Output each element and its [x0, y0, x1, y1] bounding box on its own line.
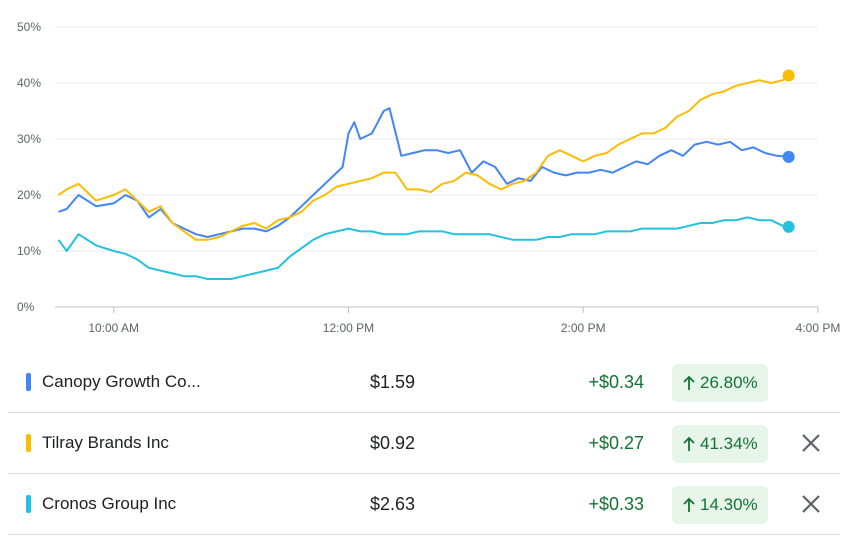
percent-change-value: 26.80% — [700, 373, 758, 392]
series-line — [57, 74, 790, 241]
x-tick-label: 4:00 PM — [796, 321, 841, 335]
percent-change-badge: 41.34% — [672, 425, 768, 463]
percent-change-badge: 26.80% — [672, 364, 768, 402]
x-tick-label: 12:00 PM — [323, 321, 374, 335]
stock-price: $1.59 — [370, 372, 416, 392]
stock-price: $2.63 — [370, 494, 416, 514]
y-tick-label: 30% — [17, 132, 41, 146]
chart-series — [57, 74, 790, 280]
stock-change: +$0.27 — [588, 433, 644, 453]
y-tick-label: 40% — [17, 76, 41, 90]
arrow-up-icon — [683, 375, 695, 390]
y-tick-label: 50% — [17, 20, 41, 34]
series-endpoint-marker — [782, 220, 795, 233]
percent-change-badge: 14.30% — [672, 486, 768, 524]
y-tick-label: 20% — [17, 188, 41, 202]
series-line — [58, 107, 789, 238]
arrow-up-icon — [683, 497, 695, 512]
remove-stock-close-icon[interactable] — [798, 430, 824, 456]
series-endpoint-marker — [782, 69, 795, 82]
price-change-chart: 0% 10% 20% 30% 40% 50% 10:00 AM 12:00 PM 2:00 P… — [17, 20, 840, 335]
stock-change: +$0.34 — [588, 372, 644, 392]
series-endpoint-marker — [782, 150, 795, 163]
series-color-swatch — [26, 495, 31, 513]
x-tick-label: 10:00 AM — [88, 321, 139, 335]
x-axis: 10:00 AM 12:00 PM 2:00 PM 4:00 PM — [88, 307, 840, 335]
stock-name: Tilray Brands Inc — [42, 433, 169, 452]
stock-row-tilray[interactable]: Tilray Brands Inc $0.92 +$0.27 41.34% — [8, 413, 840, 474]
x-tick-label: 2:00 PM — [561, 321, 606, 335]
series-color-swatch — [26, 373, 31, 391]
stock-comparison-list: Canopy Growth Co... $1.59 +$0.34 26.80% … — [8, 352, 840, 535]
stock-change: +$0.33 — [588, 494, 644, 514]
percent-change-value: 41.34% — [700, 434, 758, 453]
stock-price: $0.92 — [370, 433, 416, 453]
stock-name: Canopy Growth Co... — [42, 372, 201, 391]
y-tick-label: 0% — [17, 300, 35, 314]
stock-row-canopy[interactable]: Canopy Growth Co... $1.59 +$0.34 26.80% — [8, 352, 840, 413]
stock-row-cronos[interactable]: Cronos Group Inc $2.63 +$0.33 14.30% — [8, 474, 840, 535]
arrow-up-icon — [683, 436, 695, 451]
percent-change-value: 14.30% — [700, 495, 758, 514]
series-endpoints — [782, 69, 795, 233]
series-color-swatch — [26, 434, 31, 452]
remove-stock-close-icon[interactable] — [798, 491, 824, 517]
series-line — [57, 216, 789, 280]
y-tick-label: 10% — [17, 244, 41, 258]
stock-name: Cronos Group Inc — [42, 494, 177, 513]
chart-grid — [55, 26, 818, 308]
y-axis: 0% 10% 20% 30% 40% 50% — [17, 20, 41, 314]
